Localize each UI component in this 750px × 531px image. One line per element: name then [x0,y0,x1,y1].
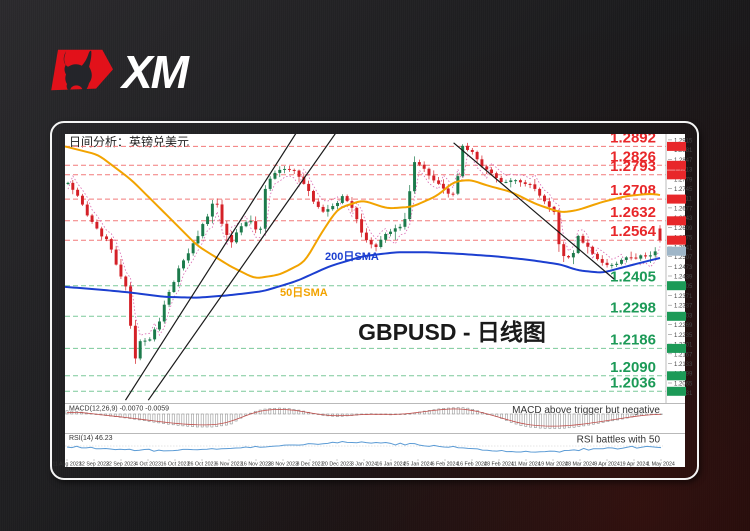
svg-text:XM: XM [119,46,191,98]
